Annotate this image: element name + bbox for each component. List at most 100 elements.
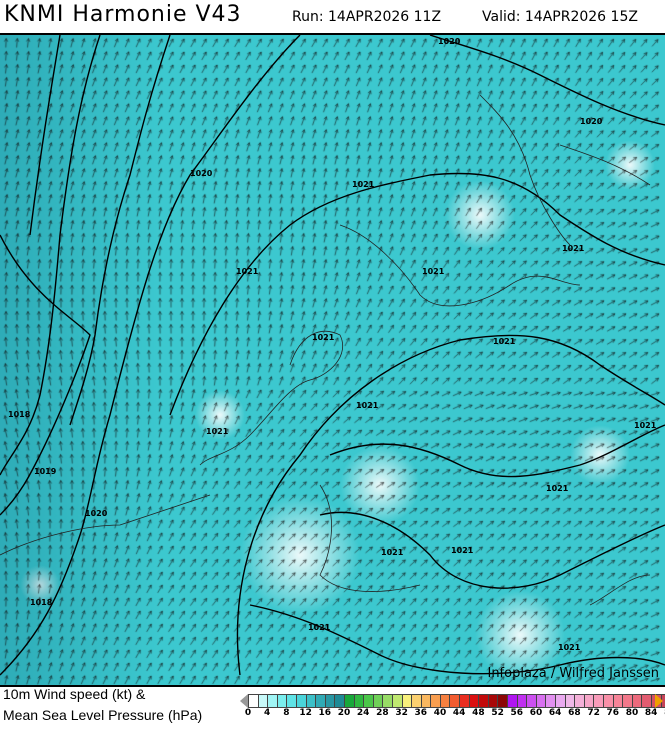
colorbar-swatch: [248, 694, 258, 708]
isobars-and-coastlines: [0, 35, 665, 676]
colorbar-tick-label: 12: [299, 708, 312, 718]
isobar-label: 1020: [438, 37, 461, 46]
colorbar-tick-label: 28: [376, 708, 389, 718]
coastline: [339, 224, 581, 307]
legend-line-2: Mean Sea Level Pressure (hPa): [3, 707, 203, 723]
isobar-label: 1021: [381, 548, 404, 557]
colorbar-swatch: [487, 694, 498, 708]
isobar: [249, 604, 665, 675]
isobar-label: 1020: [85, 509, 108, 518]
colorbar-labels: 0 4 8 12 16 20 24 28 32 36 40 44 48 52 56 60 64 68 72 76 80 8…: [244, 708, 665, 722]
credit-text: Infoplaza / Wilfred Janssen: [487, 666, 659, 681]
isobar-label: 1021: [546, 484, 569, 493]
colorbar-swatch: [468, 694, 479, 708]
colorbar-swatch: [564, 694, 575, 708]
colorbar-swatch: [257, 694, 268, 708]
colorbar-tick-label: 72: [587, 708, 600, 718]
colorbar-swatch: [593, 694, 603, 708]
coastline: [559, 144, 651, 186]
weather-map: 1020 1020 1020 1021 1021 1021 1021 1021 …: [0, 33, 665, 687]
colorbar-swatch: [507, 694, 517, 708]
colorbar-swatch: [439, 694, 450, 708]
coastline: [199, 330, 343, 466]
isobar-label: 1021: [451, 546, 474, 555]
isobar-label: 1021: [206, 427, 229, 436]
isobar: [169, 172, 665, 416]
isobar-label: 1018: [8, 410, 31, 419]
colorbar-swatch: [612, 694, 623, 708]
colorbar-min-arrow: [240, 694, 248, 708]
isobar: [0, 35, 301, 676]
colorbar-swatch: [343, 694, 354, 708]
colorbar-tick-label: 36: [414, 708, 428, 718]
colorbar-tick-label: 16: [318, 708, 332, 718]
valid-time: Valid: 14APR2026 15Z: [482, 9, 638, 25]
colorbar-tick-label: 64: [548, 708, 562, 718]
isobar: [236, 334, 665, 676]
colorbar-tick-label: 68: [568, 708, 581, 718]
colorbar-tick-label: 52: [491, 708, 504, 718]
colorbar-swatch: [449, 694, 460, 708]
coastline: [319, 484, 421, 592]
isobar-label: 1021: [562, 244, 585, 253]
colorbar-swatch: [478, 694, 488, 708]
coastline: [589, 574, 651, 606]
colorbar-tick-label: 0: [244, 708, 252, 718]
run-time: Run: 14APR2026 11Z: [292, 9, 442, 25]
colorbar-swatch: [459, 694, 469, 708]
colorbar-swatch: [372, 694, 383, 708]
colorbar-swatch: [401, 694, 412, 708]
wind-field: [0, 35, 665, 685]
colorbar-tick-label: 40: [433, 708, 447, 718]
colorbar-swatch: [430, 694, 440, 708]
isobar: [319, 511, 665, 589]
colorbar-tick-label: 84: [644, 708, 658, 718]
colorbar-swatch: [267, 694, 277, 708]
chart-title: KNMI Harmonie V43: [4, 2, 242, 27]
colorbar-swatch: [641, 694, 651, 708]
colorbar-swatch: [631, 694, 642, 708]
coastline: [0, 494, 211, 556]
isobar-label: 1020: [580, 117, 603, 126]
colorbar-swatch: [305, 694, 316, 708]
colorbar-max-arrow: [655, 694, 663, 708]
isobar: [69, 35, 171, 426]
isobar: [0, 234, 91, 516]
isobar-label: 1021: [422, 267, 445, 276]
colorbar-tick-label: 4: [264, 708, 271, 718]
isobar: [429, 35, 665, 126]
colorbar-swatch: [555, 694, 565, 708]
colorbar-swatch: [516, 694, 527, 708]
colorbar-swatch: [276, 694, 287, 708]
isobar-label: 1021: [308, 623, 331, 632]
colorbar-swatch: [382, 694, 392, 708]
isobar-label: 1021: [352, 180, 375, 189]
colorbar-swatch: [286, 694, 296, 708]
legend-line-1: 10m Wind speed (kt) &: [3, 686, 146, 702]
colorbar-tick-label: 48: [472, 708, 485, 718]
coastline: [479, 94, 571, 246]
isobar: [0, 35, 101, 476]
colorbar-tick-label: 8: [283, 708, 290, 718]
isobar-label: 1018: [30, 598, 53, 607]
colorbar-tick-label: 76: [606, 708, 620, 718]
isobar-label: 1021: [558, 643, 581, 652]
colorbar-tick-label: 24: [356, 708, 370, 718]
colorbar: [248, 694, 665, 708]
isobar: [29, 35, 61, 236]
colorbar-swatch: [526, 694, 536, 708]
isobar-label: 1019: [34, 467, 57, 476]
colorbar-tick-label: 20: [337, 708, 351, 718]
isobar: [329, 424, 665, 478]
colorbar-swatch: [574, 694, 584, 708]
colorbar-swatch: [363, 694, 373, 708]
colorbar-swatch: [324, 694, 335, 708]
colorbar-swatch: [583, 694, 594, 708]
isobar-label: 1021: [493, 337, 516, 346]
colorbar-tick-label: 56: [510, 708, 524, 718]
colorbar-swatch: [602, 694, 613, 708]
isobar-label: 1020: [190, 169, 213, 178]
isobar-label: 1021: [312, 333, 335, 342]
colorbar-tick-label: 60: [529, 708, 543, 718]
colorbar-swatch: [545, 694, 555, 708]
